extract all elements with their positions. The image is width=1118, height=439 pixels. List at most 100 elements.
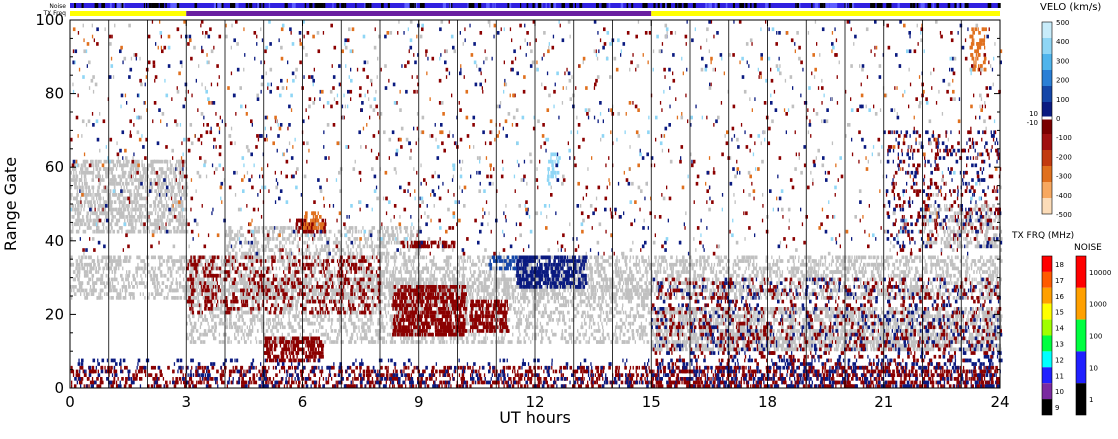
scatter-cell xyxy=(102,204,105,208)
scatter-cell xyxy=(90,211,92,216)
scatter-cell xyxy=(161,215,164,219)
scatter-cell xyxy=(133,200,136,204)
scatter-cell xyxy=(182,266,185,271)
scatter-cell xyxy=(408,259,411,263)
scatter-cell xyxy=(923,292,926,296)
scatter-cell xyxy=(126,189,130,193)
scatter-cell xyxy=(800,262,804,267)
scatter-cell xyxy=(985,270,987,274)
scatter-cell xyxy=(109,167,111,171)
scatter-cell xyxy=(383,270,385,274)
scatter-cell xyxy=(778,277,780,282)
scatter-cell xyxy=(119,178,123,182)
scatter-cell xyxy=(814,273,817,278)
scatter-cell xyxy=(744,270,746,274)
scatter-cell xyxy=(765,255,769,260)
scatter-cell xyxy=(168,229,170,234)
scatter-cell xyxy=(805,281,807,285)
scatter-cell xyxy=(910,277,912,282)
scatter-cell xyxy=(678,273,682,278)
scatter-cell xyxy=(686,270,688,274)
scatter-cell xyxy=(153,273,156,278)
scatter-cell xyxy=(931,288,934,293)
noise-speck xyxy=(849,3,852,8)
scatter-cell xyxy=(645,266,647,271)
scatter-cell xyxy=(947,281,951,285)
scatter-cell xyxy=(93,229,95,234)
scatter-cell xyxy=(734,262,738,267)
scatter-cell xyxy=(123,215,125,219)
scatter-cell xyxy=(314,277,317,282)
scatter-cell xyxy=(704,277,706,282)
scatter-cell xyxy=(825,255,827,260)
scatter-cell xyxy=(121,200,123,204)
scatter-cell xyxy=(163,181,167,186)
scatter-cell xyxy=(154,170,156,175)
scatter-cell xyxy=(71,193,73,197)
scatter-cell xyxy=(409,273,412,278)
scatter-cell xyxy=(458,270,461,274)
scatter-cell xyxy=(996,273,998,278)
scatter-cell xyxy=(466,281,469,285)
scatter-cell xyxy=(385,270,389,274)
scatter-cell xyxy=(996,266,999,271)
scatter-cell xyxy=(811,273,813,278)
noise-speck xyxy=(148,3,152,8)
scatter-cell xyxy=(85,262,88,267)
scatter-cell xyxy=(639,270,641,274)
scatter-cell xyxy=(132,215,135,219)
scatter-cell xyxy=(170,218,172,223)
scatter-cell xyxy=(517,255,520,260)
scatter-cell xyxy=(100,281,103,285)
scatter-cell xyxy=(102,270,105,274)
scatter-cell xyxy=(821,292,824,296)
scatter-cell xyxy=(92,288,94,293)
scatter-cell xyxy=(373,266,375,271)
scatter-cell xyxy=(866,277,869,282)
scatter-cell xyxy=(81,185,84,190)
scatter-cell xyxy=(108,193,112,197)
scatter-cell xyxy=(113,215,115,219)
scatter-cell xyxy=(153,200,156,204)
scatter-cell xyxy=(99,181,102,186)
scatter-cell xyxy=(176,229,179,234)
scatter-cell xyxy=(882,255,884,260)
scatter-cell xyxy=(95,266,97,271)
scatter-cell xyxy=(93,200,96,204)
scatter-cell xyxy=(319,277,321,282)
scatter-cell xyxy=(768,266,772,271)
scatter-cell xyxy=(170,189,172,193)
scatter-cell xyxy=(302,259,304,263)
noise-speck xyxy=(962,3,965,8)
scatter-cell xyxy=(179,167,182,171)
scatter-cell xyxy=(931,262,935,267)
scatter-cell xyxy=(732,262,734,267)
noise-speck xyxy=(230,3,232,8)
scatter-cell xyxy=(490,281,492,285)
scatter-cell xyxy=(977,259,981,263)
scatter-cell xyxy=(291,262,293,267)
scatter-cell xyxy=(546,262,550,267)
scatter-cell xyxy=(118,193,122,197)
scatter-cell xyxy=(636,255,639,260)
scatter-cell xyxy=(709,266,713,271)
scatter-cell xyxy=(77,222,80,227)
scatter-cell xyxy=(655,259,657,263)
scatter-cell xyxy=(849,266,852,271)
scatter-cell xyxy=(736,281,738,285)
scatter-cell xyxy=(663,270,665,274)
scatter-cell xyxy=(200,288,202,293)
scatter-cell xyxy=(753,255,755,260)
scatter-cell xyxy=(385,281,389,285)
scatter-cell xyxy=(169,285,172,289)
scatter-cell xyxy=(898,281,902,285)
scatter-cell xyxy=(100,273,104,278)
noise-speck xyxy=(574,3,576,8)
scatter-cell xyxy=(129,170,133,175)
scatter-cell xyxy=(125,178,127,182)
scatter-cell xyxy=(136,200,139,204)
noise-speck xyxy=(155,3,159,8)
scatter-cell xyxy=(142,259,145,263)
scatter-cell xyxy=(462,266,464,271)
scatter-cell xyxy=(111,159,113,164)
